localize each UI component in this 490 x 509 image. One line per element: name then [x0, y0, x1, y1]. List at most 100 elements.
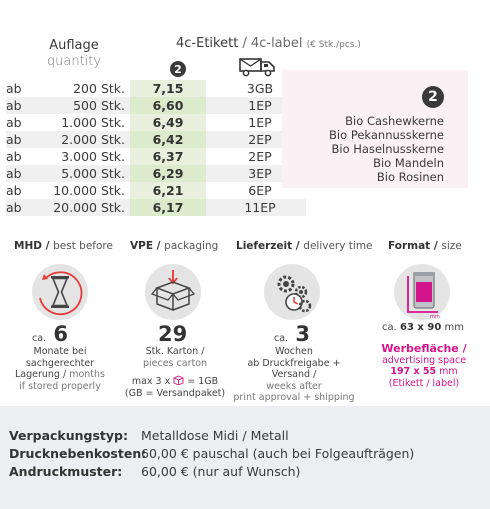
delivery-title: Lieferzeit / delivery time — [236, 240, 373, 252]
info-row: Drucknebenkosten:60,00 € pauschal (auch … — [9, 446, 414, 461]
mhd-title-en: best before — [53, 240, 113, 252]
delivery-title-en: delivery time — [303, 240, 373, 252]
werbe-size: 197 x 55 — [390, 366, 437, 377]
row-shipping: 3EP — [248, 166, 272, 181]
ingredient-item: Bio Cashewkerne — [345, 114, 444, 128]
info-row: Andruckmuster: 60,00 € (nur auf Wunsch) — [9, 464, 300, 479]
delivery-line-2: ab Druckfreigabe + Versand / — [247, 357, 341, 381]
row-shipping: 6EP — [248, 183, 272, 198]
format-title-de: Format — [388, 240, 431, 252]
table-row: ab 1.000 Stk. 6,49 1EP — [6, 114, 306, 131]
ingredient-item: Bio Rosinen — [376, 170, 444, 184]
can-disc: mm — [394, 264, 450, 320]
werbe-unit: mm — [439, 366, 458, 377]
mhd-number: 6 — [53, 322, 69, 346]
info-row: Verpackungstyp: Metalldose Midi / Metall — [9, 428, 289, 443]
label-header-en: 4c-label — [250, 36, 303, 51]
vpe-title: VPE / packaging — [130, 240, 219, 252]
vpe-line-1: Stk. Karton / — [145, 346, 205, 357]
row-ab: ab — [6, 166, 22, 181]
row-shipping: 2EP — [248, 132, 272, 147]
format-title-en: size — [441, 240, 462, 252]
truck-icon — [239, 58, 275, 77]
row-price: 6,49 — [130, 114, 206, 131]
row-ab: ab — [6, 98, 22, 113]
row-price: 6,29 — [130, 165, 206, 182]
mhd-description: Monate bei sachgerechter Lagerung / mont… — [0, 346, 120, 392]
mhd-title: MHD / best before — [14, 240, 113, 252]
tin-can-icon: mm — [407, 272, 440, 320]
info-footer: Verpackungstyp: Metalldose Midi / Metall … — [0, 406, 490, 509]
delivery-description: Wochen ab Druckfreigabe + Versand / week… — [230, 346, 358, 404]
vpe-line-3a: max 3 x — [131, 376, 171, 387]
delivery-ca: ca. — [274, 333, 289, 344]
vpe-description: Stk. Karton / pieces carton max 3 x = 1G… — [115, 346, 235, 399]
table-row: ab 500 Stk. 6,60 1EP — [6, 97, 306, 114]
werbe-title-en: advertising space — [381, 354, 467, 366]
quantity-header-de: Auflage — [49, 38, 99, 53]
vpe-line-4: (GB = Versandpaket) — [124, 387, 226, 399]
row-price: 6,21 — [130, 182, 206, 199]
vpe-title-en: packaging — [164, 240, 219, 252]
mhd-line-3-en: months — [69, 369, 106, 380]
vpe-line-3b: = 1GB — [187, 376, 219, 387]
label-header-sep: / — [238, 36, 251, 51]
label-header: 4c-Etikett / 4c-label (€ Stk./pcs.) — [176, 36, 361, 51]
table-row: ab 10.000 Stk. 6,21 6EP — [6, 182, 306, 199]
ingredient-item: Bio Haselnusskerne — [331, 142, 444, 156]
vpe-title-de: VPE — [130, 240, 153, 252]
row-price: 6,37 — [130, 148, 206, 165]
label-header-unit: (€ Stk./pcs.) — [306, 40, 361, 50]
row-price: 7,15 — [130, 80, 206, 97]
ingredients-marker-icon: 2 — [422, 86, 444, 108]
format-title: Format / size — [388, 240, 462, 252]
delivery-title-de: Lieferzeit — [236, 240, 293, 252]
delivery-number: 3 — [295, 322, 311, 346]
delivery-line-1: Wochen — [275, 346, 313, 357]
info-value: 60,00 € pauschal (auch bei Folgeaufträge… — [141, 446, 415, 461]
format-size: ca. 63 x 90 mm — [368, 322, 478, 333]
row-quantity: 3.000 Stk. — [61, 149, 125, 164]
mhd-line-3-de: Lagerung / — [14, 369, 67, 380]
mm-label: mm — [430, 314, 440, 320]
row-price: 6,42 — [130, 131, 206, 148]
table-row: ab 5.000 Stk. 6,29 3EP — [6, 165, 306, 182]
row-ab: ab — [6, 149, 22, 164]
ingredients-list: Bio Cashewkerne Bio Pekannusskerne Bio H… — [329, 114, 444, 184]
quantity-header: Auflage quantity — [34, 38, 114, 70]
delivery-value: ca. 3 — [274, 322, 310, 346]
mini-box-icon — [173, 375, 185, 386]
row-ab: ab — [6, 200, 22, 215]
row-quantity: 10.000 Stk. — [53, 183, 125, 198]
variant-marker-icon: 2 — [170, 61, 186, 77]
werbe-title-de: Werbefläche — [381, 342, 459, 355]
row-ab: ab — [6, 81, 22, 96]
table-row: ab 200 Stk. 7,15 3GB — [6, 80, 306, 97]
mhd-title-de: MHD — [14, 240, 42, 252]
info-key: Drucknebenkosten: — [9, 446, 147, 461]
info-value: 60,00 € (nur auf Wunsch) — [141, 464, 301, 479]
mhd-line-4: if stored properly — [19, 380, 101, 392]
ingredient-item: Bio Pekannusskerne — [329, 128, 444, 142]
row-price: 6,17 — [130, 199, 206, 216]
row-ab: ab — [6, 132, 22, 147]
table-row: ab 3.000 Stk. 6,37 2EP — [6, 148, 306, 165]
box-disc — [145, 264, 201, 320]
label-header-de: 4c-Etikett — [176, 36, 239, 51]
werbe-note: (Etikett / label) — [388, 377, 460, 389]
mhd-line-2: sachgerechter — [25, 357, 95, 369]
hourglass-icon — [39, 271, 83, 316]
vpe-line-2: pieces carton — [142, 357, 208, 369]
advertising-space: Werbefläche / advertising space 197 x 55… — [364, 343, 484, 389]
hourglass-disc — [32, 264, 88, 320]
delivery-line-3: weeks after — [266, 380, 322, 392]
row-quantity: 5.000 Stk. — [61, 166, 125, 181]
mhd-line-1: Monate bei — [33, 346, 87, 357]
info-key: Andruckmuster: — [9, 464, 123, 479]
row-quantity: 20.000 Stk. — [53, 200, 125, 215]
row-price: 6,60 — [130, 97, 206, 114]
info-value: Metalldose Midi / Metall — [141, 428, 289, 443]
format-size-ca: ca. — [382, 322, 397, 333]
ingredient-item: Bio Mandeln — [373, 156, 444, 170]
info-key: Verpackungstyp: — [9, 428, 128, 443]
